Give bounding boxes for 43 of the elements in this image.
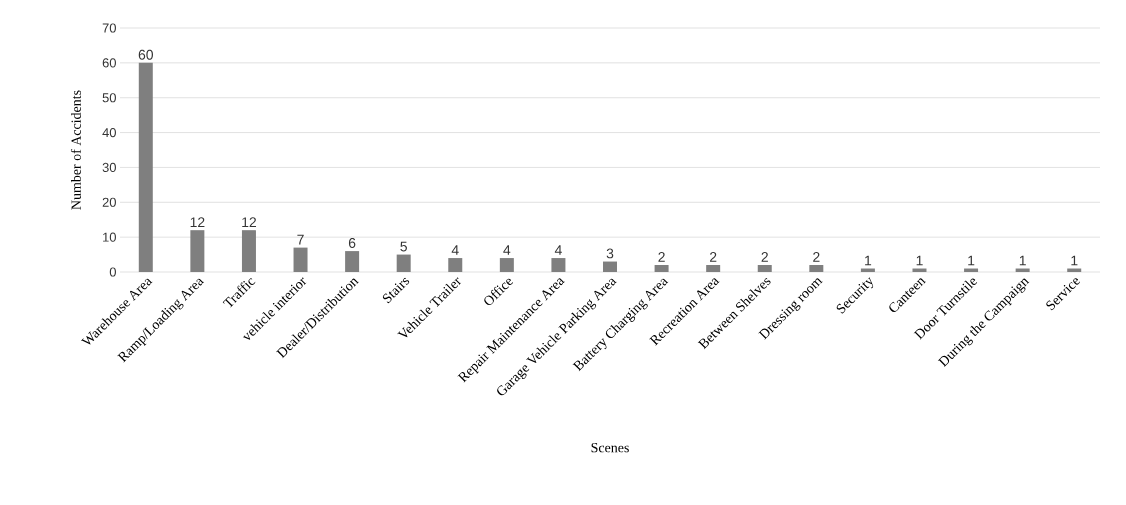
- bar: [654, 265, 669, 272]
- bar: [190, 230, 205, 272]
- data-label: 3: [606, 248, 614, 259]
- bar: [396, 254, 411, 272]
- y-tick-label: 0: [109, 267, 116, 277]
- y-tick-label: 30: [102, 162, 116, 173]
- bar: [603, 261, 618, 272]
- bar: [448, 258, 463, 272]
- data-label: 1: [968, 255, 975, 266]
- data-label: 12: [242, 217, 257, 227]
- data-label: 4: [503, 245, 511, 255]
- y-tick-label: 70: [102, 23, 116, 33]
- data-label: 1: [865, 255, 872, 266]
- data-label: 12: [190, 217, 205, 227]
- data-label: 5: [400, 241, 407, 252]
- data-label: 7: [297, 234, 304, 245]
- data-label: 1: [1071, 255, 1078, 266]
- data-label: 6: [348, 238, 356, 248]
- data-label: 2: [813, 252, 820, 262]
- y-tick-label: 20: [102, 197, 116, 207]
- bar: [138, 62, 153, 272]
- bar: [551, 258, 566, 272]
- bar: [241, 230, 256, 272]
- y-tick-label: 60: [102, 58, 116, 68]
- bar: [706, 265, 721, 272]
- data-label: 60: [138, 49, 154, 60]
- y-tick-label: 40: [102, 127, 116, 138]
- data-label: 2: [761, 252, 768, 262]
- y-tick-label: 10: [103, 232, 116, 242]
- bar: [499, 258, 514, 272]
- bar: [809, 265, 824, 272]
- data-label: 2: [709, 252, 717, 262]
- y-tick-label: 50: [102, 93, 116, 103]
- bar: [757, 265, 772, 272]
- x-axis-title: Scenes: [591, 442, 629, 453]
- y-axis-title: Number of Accidents: [70, 90, 81, 210]
- data-label: 4: [451, 245, 459, 255]
- data-label: 1: [1019, 255, 1026, 266]
- bar: [345, 251, 360, 272]
- bar: [293, 247, 308, 272]
- data-label: 2: [658, 252, 665, 262]
- data-label: 1: [916, 255, 923, 266]
- data-label: 4: [554, 245, 562, 255]
